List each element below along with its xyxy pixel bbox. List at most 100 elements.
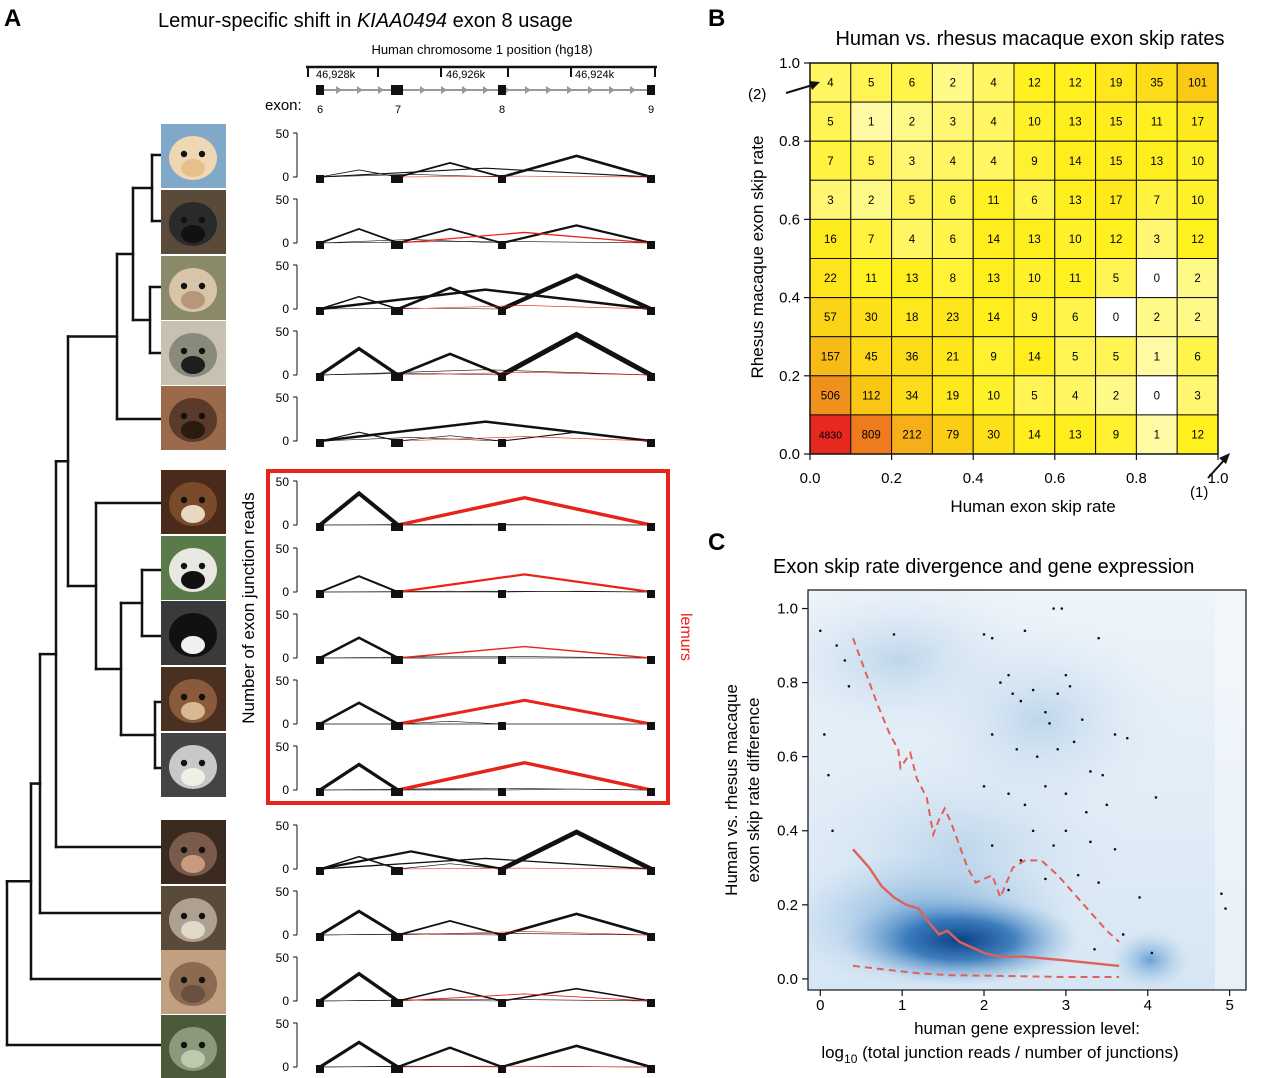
y-tick-label: 50 <box>276 259 290 273</box>
y-tick-label: 0 <box>282 585 289 599</box>
junction-arc-8-9 <box>501 912 652 937</box>
exon-marker <box>316 867 324 875</box>
scatter-point <box>831 829 834 833</box>
animal-head <box>169 482 217 526</box>
animal-muzzle <box>181 636 205 654</box>
scatter-point <box>1064 829 1068 833</box>
junction-plot-vervet: 50 0 <box>276 325 655 382</box>
y-tick-label: 0.2 <box>779 368 800 385</box>
animal-eye <box>198 846 206 854</box>
exon-marker <box>498 722 506 730</box>
y-tick-label: 50 <box>276 325 290 339</box>
exon-marker <box>391 1065 403 1073</box>
heatmap-cell-label: 7 <box>1154 195 1160 207</box>
junction-arc-6-7 <box>319 909 399 937</box>
chromosome-tick-label: 46,924k <box>575 69 615 81</box>
heatmap-cell-label: 13 <box>1150 156 1163 168</box>
heatmap-cell <box>891 179 933 220</box>
junction-plot-ruffed-lemur: 50 0 <box>276 542 655 599</box>
y-tick-label: 0 <box>282 170 289 184</box>
exon-marker <box>647 307 655 315</box>
y-tick-label: 0 <box>282 928 289 942</box>
junction-arc-6-7 <box>319 636 399 660</box>
heatmap-cell-label: 1 <box>1154 429 1160 441</box>
scatter-point <box>1113 733 1117 736</box>
animal-head <box>169 745 217 789</box>
heatmap-cell-label: 12 <box>1110 234 1123 246</box>
species-photo-black-white-ruffed-lemur <box>161 601 226 665</box>
heatmap-cell-label: 7 <box>827 156 833 168</box>
exon-prefix-label: exon: <box>265 97 302 114</box>
heatmap-cell-label: 13 <box>906 273 919 285</box>
panel-b-y-axis-label: Rhesus macaque exon skip rate <box>748 136 767 379</box>
exon-marker <box>647 788 655 796</box>
exon-marker <box>316 722 324 730</box>
panel-a-title-gene: KIAA0494 <box>357 10 447 32</box>
exon-marker <box>498 999 506 1007</box>
animal-head <box>169 1027 217 1071</box>
animal-muzzle <box>181 356 205 374</box>
heatmap-cell-label: 5 <box>1031 390 1037 402</box>
junction-arc-6-7 <box>319 701 399 726</box>
junction-arc-6-7 <box>319 227 399 244</box>
x-tick-label: 0 <box>816 997 824 1014</box>
y-tick-label: 0 <box>282 434 289 448</box>
panel-a-letter: A <box>4 5 21 32</box>
intron-arrow <box>588 86 594 94</box>
heatmap-cell-label: 13 <box>1069 429 1082 441</box>
junction-plot-rhesus-macaque: 50 0 <box>276 259 655 316</box>
animal-eye <box>198 496 206 504</box>
junction-arc-6-8 <box>319 437 503 442</box>
density-right-edge <box>1215 590 1245 990</box>
scatter-point <box>1138 896 1141 899</box>
exon-marker <box>316 788 324 796</box>
heatmap-cell <box>1095 336 1137 377</box>
heatmap-cell <box>809 101 852 142</box>
x-tick-label: 0.2 <box>881 470 902 487</box>
heatmap-cell-label: 6 <box>1194 351 1200 363</box>
scatter-point <box>1044 877 1047 881</box>
heatmap-cell <box>809 336 852 377</box>
intron-arrow <box>483 86 489 94</box>
y-tick-label: 1.0 <box>779 55 800 72</box>
heatmap-cell-label: 0 <box>1154 273 1160 285</box>
x-axis-ratio: (total junction reads / number of juncti… <box>857 1043 1178 1062</box>
scatter-point <box>1048 722 1051 725</box>
junction-arc-7-9-skip <box>397 231 652 244</box>
y-tick-label: 50 <box>276 885 290 899</box>
heatmap-cell-label: 2 <box>1194 273 1200 285</box>
heatmap-cell-label: 112 <box>862 390 880 402</box>
junction-arc-7-9-skip <box>397 573 652 594</box>
heatmap-cell <box>1054 140 1097 181</box>
heatmap-cell <box>891 336 933 377</box>
intron-arrow <box>441 86 447 94</box>
scatter-point <box>1068 684 1072 688</box>
junction-arc-7-8 <box>397 1046 503 1069</box>
junction-arc-8-9 <box>500 331 653 378</box>
y-tick-label: 50 <box>276 819 290 833</box>
intron-arrow <box>567 86 573 94</box>
heatmap-cell-label: 12 <box>1191 429 1204 441</box>
y-tick-label: 0.6 <box>777 749 798 766</box>
junction-arc-6-7 <box>319 1040 399 1069</box>
intron-arrow <box>378 86 384 94</box>
y-tick-label: 1.0 <box>777 601 798 618</box>
median-line <box>852 848 1120 968</box>
scatter-point <box>982 633 986 636</box>
heatmap-cell-label: 15 <box>1110 117 1123 129</box>
heatmap-cell <box>1135 258 1178 299</box>
exon-marker <box>391 175 403 183</box>
animal-muzzle <box>181 421 205 439</box>
heatmap-cell-label: 212 <box>902 429 921 441</box>
heatmap-cell-label: 4 <box>990 78 997 90</box>
upper-quantile-line <box>852 637 1120 943</box>
heatmap-cell-label: 14 <box>1069 156 1082 168</box>
scatter-point <box>1105 803 1109 807</box>
heatmap-cell-label: 2 <box>1154 312 1160 324</box>
heatmap-cell <box>931 297 974 338</box>
intron-arrow <box>420 86 426 94</box>
scatter-point <box>1125 736 1129 740</box>
scatter-point <box>1015 747 1019 751</box>
animal-eye <box>198 216 206 224</box>
heatmap-cell-label: 4 <box>990 156 997 168</box>
